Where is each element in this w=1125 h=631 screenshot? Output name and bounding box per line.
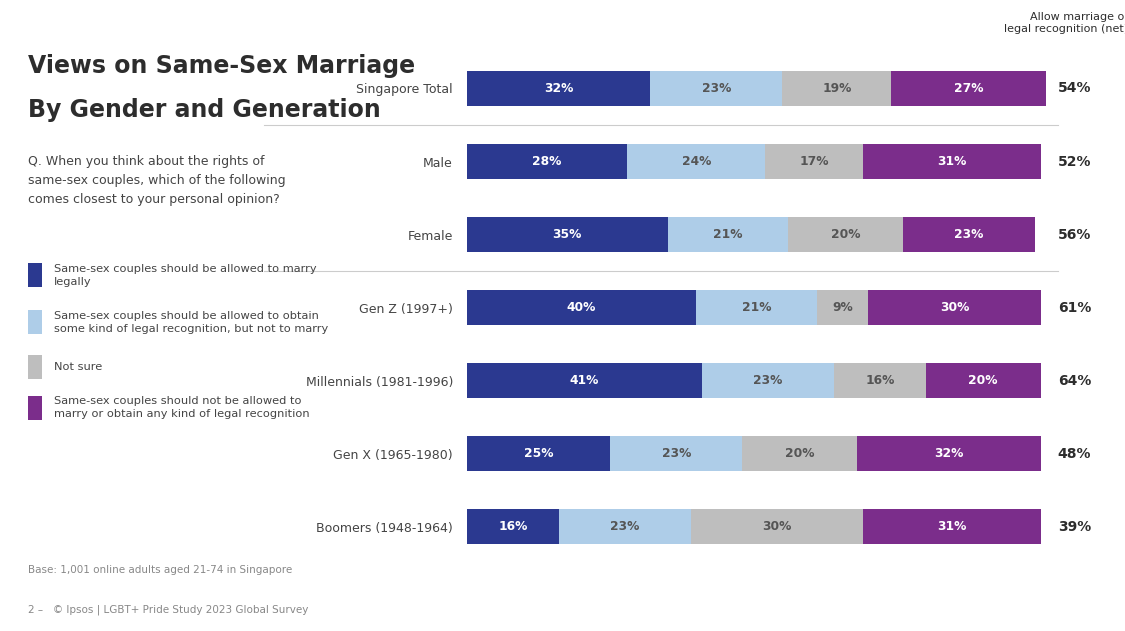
Bar	[863, 509, 1041, 545]
Text: 64%: 64%	[1058, 374, 1091, 387]
Text: 23%: 23%	[954, 228, 983, 241]
Bar	[691, 509, 863, 545]
Text: 16%: 16%	[865, 374, 894, 387]
Text: 32%: 32%	[544, 82, 574, 95]
Text: Not sure: Not sure	[54, 362, 102, 372]
Text: 23%: 23%	[754, 374, 783, 387]
Bar	[467, 509, 559, 545]
Text: 52%: 52%	[1058, 155, 1091, 168]
Text: 24%: 24%	[682, 155, 711, 168]
Bar	[610, 436, 742, 471]
Text: 23%: 23%	[610, 520, 639, 533]
Text: Same-sex couples should be allowed to obtain
some kind of legal recognition, but: Same-sex couples should be allowed to ob…	[54, 311, 328, 334]
Text: 40%: 40%	[567, 301, 596, 314]
Text: 28%: 28%	[532, 155, 561, 168]
Text: 27%: 27%	[954, 82, 983, 95]
Bar	[467, 290, 696, 325]
Text: 31%: 31%	[937, 520, 966, 533]
Bar	[628, 144, 765, 179]
Bar	[467, 217, 667, 252]
Text: 20%: 20%	[969, 374, 998, 387]
Bar	[868, 290, 1041, 325]
Bar	[857, 436, 1041, 471]
Text: By Gender and Generation: By Gender and Generation	[28, 98, 381, 122]
Text: Allow marriage or
legal recognition (net): Allow marriage or legal recognition (net…	[1005, 12, 1125, 33]
Bar	[650, 71, 782, 106]
Text: 32%: 32%	[934, 447, 963, 460]
Text: 2 –   © Ipsos | LGBT+ Pride Study 2023 Global Survey: 2 – © Ipsos | LGBT+ Pride Study 2023 Glo…	[28, 604, 308, 615]
Text: 41%: 41%	[569, 374, 600, 387]
Bar	[863, 144, 1041, 179]
Bar	[667, 217, 789, 252]
Bar	[765, 144, 863, 179]
Text: 9%: 9%	[832, 301, 853, 314]
Bar	[817, 290, 868, 325]
Text: 31%: 31%	[937, 155, 966, 168]
Bar	[559, 509, 691, 545]
Text: 20%: 20%	[785, 447, 814, 460]
Bar	[467, 363, 702, 398]
Text: 25%: 25%	[524, 447, 554, 460]
Text: Same-sex couples should not be allowed to
marry or obtain any kind of legal reco: Same-sex couples should not be allowed t…	[54, 396, 309, 419]
Text: 21%: 21%	[741, 301, 772, 314]
Text: 23%: 23%	[702, 82, 731, 95]
Bar	[467, 71, 650, 106]
Bar	[467, 144, 628, 179]
Text: 35%: 35%	[552, 228, 582, 241]
Bar	[467, 436, 610, 471]
Text: Views on Same-Sex Marriage: Views on Same-Sex Marriage	[28, 54, 415, 78]
Text: 30%: 30%	[762, 520, 791, 533]
Text: 61%: 61%	[1058, 300, 1091, 315]
Text: 39%: 39%	[1058, 520, 1091, 534]
Bar	[742, 436, 857, 471]
Text: 20%: 20%	[830, 228, 861, 241]
Bar	[926, 363, 1041, 398]
Text: 19%: 19%	[822, 82, 852, 95]
Text: 17%: 17%	[799, 155, 829, 168]
Text: 16%: 16%	[498, 520, 528, 533]
Text: Base: 1,001 online adults aged 21-74 in Singapore: Base: 1,001 online adults aged 21-74 in …	[28, 565, 292, 575]
Bar	[789, 217, 903, 252]
Text: Q. When you think about the rights of
same-sex couples, which of the following
c: Q. When you think about the rights of sa…	[28, 155, 286, 206]
Text: Ipsos: Ipsos	[1046, 582, 1084, 594]
Bar	[702, 363, 834, 398]
Text: Same-sex couples should be allowed to marry
legally: Same-sex couples should be allowed to ma…	[54, 264, 316, 286]
Text: 56%: 56%	[1058, 228, 1091, 242]
Bar	[834, 363, 926, 398]
Bar	[696, 290, 817, 325]
Bar	[782, 71, 891, 106]
Text: 30%: 30%	[939, 301, 969, 314]
Text: 21%: 21%	[713, 228, 742, 241]
Text: 48%: 48%	[1058, 447, 1091, 461]
Bar	[903, 217, 1035, 252]
Text: 23%: 23%	[662, 447, 691, 460]
Text: 54%: 54%	[1058, 81, 1091, 95]
Bar	[891, 71, 1046, 106]
